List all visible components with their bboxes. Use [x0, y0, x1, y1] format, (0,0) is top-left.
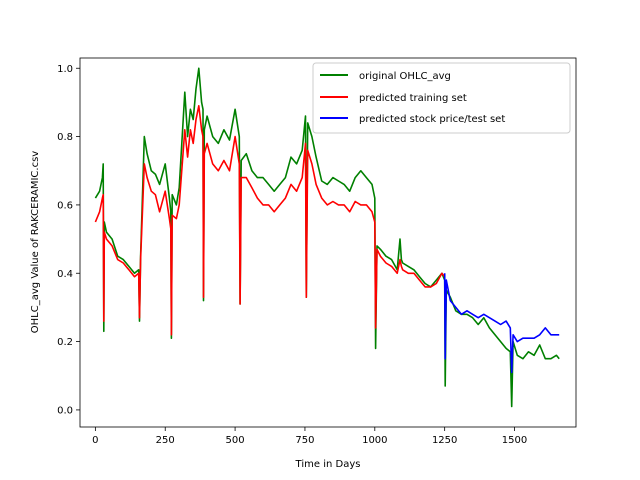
- series-line-original-ohlc-avg: [94, 67, 560, 408]
- series-layer: [94, 67, 560, 408]
- y-tick-label: 0.4: [57, 269, 73, 280]
- y-axis-label: OHLC_avg Value of RAKCERAMIC.csv: [30, 151, 41, 333]
- y-tick-label: 0.6: [57, 200, 73, 211]
- x-tick-label: 1500: [502, 435, 527, 446]
- x-tick-label: 250: [156, 435, 175, 446]
- legend-label-original: original OHLC_avg: [359, 71, 451, 82]
- x-tick-label: 1000: [362, 435, 387, 446]
- y-tick-label: 0.8: [57, 132, 73, 143]
- legend-label-test: predicted stock price/test set: [359, 114, 505, 125]
- x-tick-label: 0: [92, 435, 98, 446]
- plot-frame: [79, 57, 577, 428]
- y-tick-label: 0.0: [57, 405, 73, 416]
- y-tick-label: 0.2: [57, 337, 73, 348]
- x-axis-label: Time in Days: [295, 459, 361, 470]
- y-tick-label: 1.0: [57, 64, 73, 75]
- x-tick-label: 500: [226, 435, 245, 446]
- legend-label-training: predicted training set: [359, 93, 467, 104]
- x-tick-label: 750: [295, 435, 314, 446]
- legend: original OHLC_avg predicted training set…: [312, 62, 571, 134]
- series-line-predicted-training-set: [94, 105, 446, 336]
- tick-layer: 0 250 500 750 1000 1250 1500 0.0 0.2 0.4 0.6 0.8 1.0: [57, 64, 527, 446]
- legend-box: [312, 62, 571, 134]
- x-tick-label: 1250: [432, 435, 457, 446]
- series-line-predicted-test-set: [443, 273, 560, 374]
